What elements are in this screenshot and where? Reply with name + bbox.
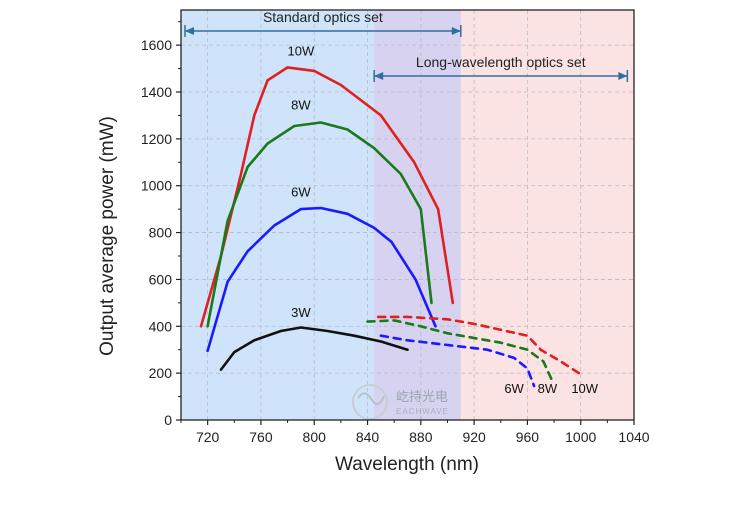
watermark-sub: EACHWAVE — [396, 407, 449, 416]
y-tick-label: 400 — [149, 318, 173, 334]
long-wavelength-range-label: Long-wavelength optics set — [416, 54, 586, 70]
series-line-6w-dashed — [379, 334, 536, 388]
series-annotation-6w: 6W — [504, 381, 524, 396]
y-tick-label: 0 — [164, 412, 172, 428]
x-tick-label: 880 — [409, 429, 433, 445]
long-wavelength-range: Long-wavelength optics set — [373, 54, 629, 82]
series-annotation-8w: 8W — [291, 98, 311, 113]
x-axis-title: Wavelength (nm) — [335, 454, 479, 475]
y-tick-label: 1200 — [141, 131, 172, 147]
series-annotation-8w: 8W — [538, 381, 558, 396]
plot-background — [181, 10, 634, 420]
long-wavelength-range-left-arrow-icon — [374, 72, 384, 80]
annotations: 10W 8W 6W 3W 6W 8W 10W — [288, 44, 599, 396]
standard-optics-range-right-arrow-icon — [451, 27, 461, 35]
x-tick-label: 760 — [249, 429, 273, 445]
series-annotation-3w: 3W — [291, 305, 311, 320]
y-tick-label: 200 — [149, 365, 173, 381]
x-tick-label: 720 — [196, 429, 220, 445]
series-line-8w-solid — [206, 121, 433, 328]
y-axis-title: Output average power (mW) — [97, 116, 118, 356]
y-tick-label: 1000 — [141, 178, 172, 194]
plot-frame — [180, 9, 635, 421]
series-line-10w-solid — [199, 66, 455, 328]
standard-optics-range-label: Standard optics set — [263, 9, 383, 25]
series-annotation-10w: 10W — [288, 44, 315, 59]
x-tick-label: 920 — [462, 429, 486, 445]
series-annotation-6w: 6W — [291, 184, 311, 199]
x-tick-label: 840 — [356, 429, 380, 445]
watermark-logo-wave-icon — [357, 392, 385, 406]
watermark: 屹持光电 EACHWAVE — [352, 384, 449, 420]
y-tick-label: 800 — [149, 225, 173, 241]
x-tick-label: 800 — [303, 429, 327, 445]
series-lines — [199, 66, 582, 388]
plot-border — [180, 9, 635, 421]
x-tick-label: 1000 — [565, 429, 596, 445]
region-long-wavelength-optics — [460, 10, 634, 420]
x-tick-label: 1040 — [618, 429, 649, 445]
watermark-logo-icon — [352, 384, 388, 420]
y-tick-label: 1400 — [141, 84, 172, 100]
long-wavelength-range-right-arrow-icon — [618, 72, 628, 80]
standard-optics-range-left-arrow-icon — [184, 27, 194, 35]
series-line-10w-dashed — [376, 315, 582, 376]
series-line-6w-solid — [206, 206, 437, 353]
y-tick-label: 1600 — [141, 37, 172, 53]
series-line-3w-solid — [219, 326, 409, 371]
series-line-8w-dashed — [366, 319, 553, 381]
axes: 720 760 800 840 880 920 960 1000 1040 0 200 400 600 8… — [141, 21, 650, 445]
x-tick-label: 960 — [516, 429, 540, 445]
region-markers: Standard optics set Long-wavelength optic… — [184, 9, 629, 82]
y-tick-label: 600 — [149, 271, 173, 287]
region-overlap — [374, 10, 461, 420]
series-annotation-10w: 10W — [571, 381, 598, 396]
standard-optics-range: Standard optics set — [184, 9, 462, 37]
watermark-brand: 屹持光电 — [396, 390, 448, 405]
